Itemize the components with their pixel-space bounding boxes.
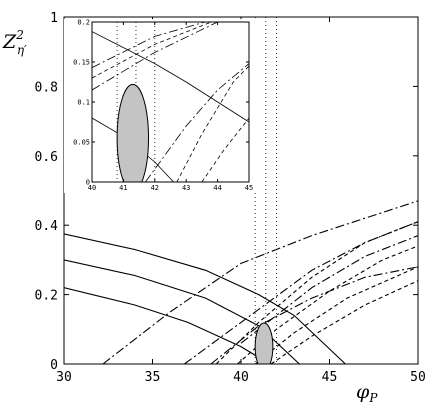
main-series-dashed-8 xyxy=(237,245,418,364)
main-vertical-lines xyxy=(254,17,277,364)
main-y-tick-label-0.8: 0.8 xyxy=(35,80,58,95)
inset-series-dashed-7 xyxy=(201,117,249,182)
main-series-dashed-9 xyxy=(254,266,418,364)
inset-x-tick-label-40: 40 xyxy=(88,184,96,192)
main-x-tick-label-50: 50 xyxy=(410,370,426,385)
main-series-dashdot-5 xyxy=(240,235,418,344)
inset-x-tick-label-43: 43 xyxy=(182,184,190,192)
main-y-tick-label-0: 0 xyxy=(50,358,58,373)
main-x-tick-label-30: 30 xyxy=(56,370,72,385)
main-series-solid-0 xyxy=(64,233,346,364)
inset-x-tick-label-42: 42 xyxy=(151,184,159,192)
inset-chart: 40 41 42 43 44 45 0 0.05 0.1 0.15 0.2 xyxy=(64,19,256,193)
x-axis-label-subscript: P xyxy=(368,391,378,403)
main-series-dashed-10 xyxy=(270,280,418,364)
inset-background xyxy=(64,19,256,193)
inset-series-dashed-6 xyxy=(176,65,249,182)
y-axis-label-superscript: 2 xyxy=(15,28,24,42)
main-series-dashed-7 xyxy=(215,221,418,364)
main-y-tick-label-0.2: 0.2 xyxy=(35,289,58,304)
inset-tick-labels: 40 41 42 43 44 45 0 0.05 0.1 0.15 0.2 xyxy=(73,19,253,193)
main-confidence-ellipse xyxy=(254,322,274,364)
main-ellipse-group xyxy=(254,322,274,364)
inset-y-tick-label-0.2: 0.2 xyxy=(77,19,90,27)
inset-series-dashdot-3 xyxy=(92,22,249,91)
inset-ellipse-group xyxy=(116,83,150,182)
inset-series-dashdot-2 xyxy=(145,63,249,182)
inset-series-group xyxy=(92,22,249,182)
main-x-tick-label-35: 35 xyxy=(145,370,161,385)
inset-series-dashed-5 xyxy=(92,22,212,79)
inset-x-tick-label-44: 44 xyxy=(213,184,221,192)
main-chart: 30 35 40 45 50 0 0.2 0.4 0.6 0.8 1 φP Z2 η′ xyxy=(2,11,426,403)
inset-y-tick-label-0: 0 xyxy=(86,179,90,187)
inset-x-tick-label-41: 41 xyxy=(119,184,127,192)
main-y-tick-label-1: 1 xyxy=(50,11,58,26)
inset-series-solid-0 xyxy=(92,31,249,123)
main-series-group xyxy=(64,200,418,364)
x-axis-label: φP xyxy=(356,381,378,403)
inset-ticks xyxy=(91,21,250,183)
inset-confidence-ellipse xyxy=(116,83,150,182)
main-series-dashdot-4 xyxy=(184,221,418,364)
main-x-tick-label-45: 45 xyxy=(322,370,338,385)
y-axis-label-main: Z xyxy=(2,31,17,53)
main-series-dashdot-3 xyxy=(102,200,418,364)
inset-y-tick-label-0.15: 0.15 xyxy=(73,59,90,67)
main-tick-labels: 30 35 40 45 50 0 0.2 0.4 0.6 0.8 1 xyxy=(35,11,426,385)
inset-x-tick-label-45: 45 xyxy=(245,184,253,192)
main-y-tick-label-0.4: 0.4 xyxy=(35,219,59,234)
y-axis-label-subscript: η′ xyxy=(17,43,27,57)
inset-y-tick-label-0.1: 0.1 xyxy=(77,99,90,107)
main-series-dashdot-6 xyxy=(210,266,418,364)
x-axis-label-main: φ xyxy=(356,381,370,403)
main-x-tick-label-40: 40 xyxy=(233,370,249,385)
y-axis-label: Z2 η′ xyxy=(2,28,27,57)
main-y-tick-label-0.6: 0.6 xyxy=(35,150,58,165)
main-series-solid-2 xyxy=(64,287,270,364)
inset-series-dashdot-4 xyxy=(92,22,206,68)
inset-y-tick-label-0.05: 0.05 xyxy=(73,139,90,147)
